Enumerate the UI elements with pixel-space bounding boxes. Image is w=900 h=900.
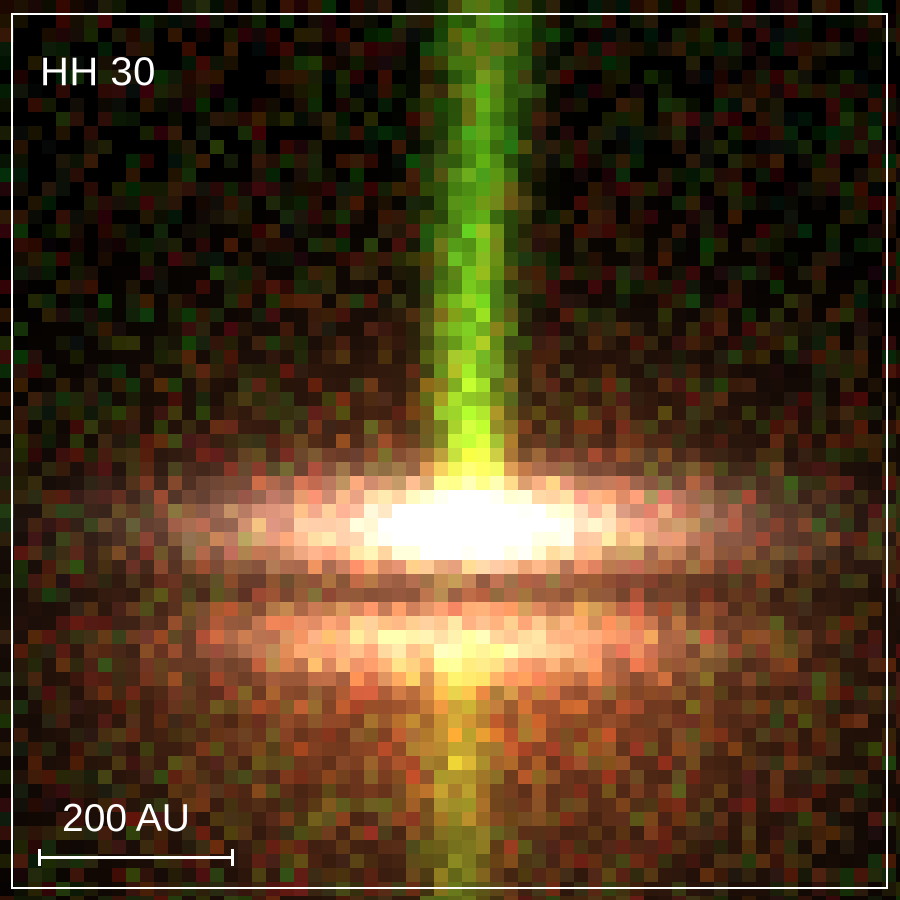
- scale-bar-label: 200 AU: [62, 797, 190, 840]
- scale-bar: [38, 849, 234, 866]
- object-label: HH 30: [40, 50, 156, 94]
